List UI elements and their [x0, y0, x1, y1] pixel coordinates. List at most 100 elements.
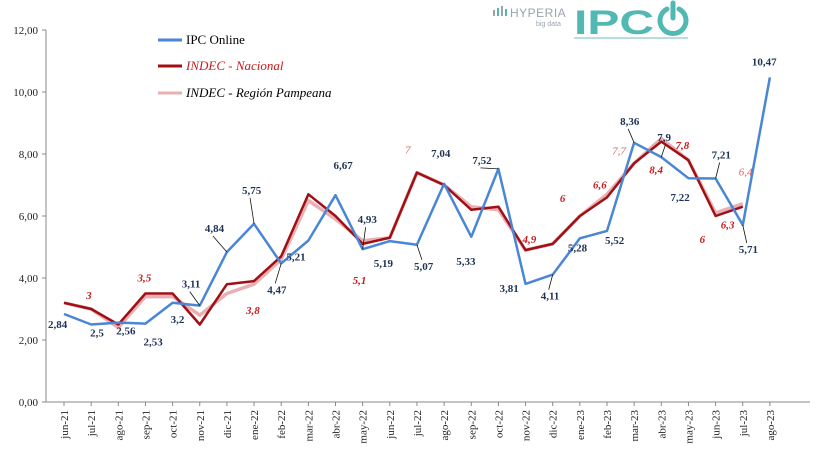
y-tick-label: 0,00 — [19, 397, 39, 409]
x-tick-label: sep-22 — [466, 410, 478, 439]
x-tick-label: ago-22 — [439, 410, 451, 441]
x-tick-label: dic-21 — [222, 410, 234, 438]
y-tick-label: 4,00 — [19, 273, 39, 285]
x-tick-label: mar-22 — [303, 410, 315, 442]
leader-line — [362, 227, 367, 250]
data-label-ipc-online: 5,71 — [739, 244, 758, 256]
series-line-ipc-online — [63, 77, 772, 326]
x-tick-label: feb-23 — [602, 410, 614, 439]
data-label-indec-nacional: 3,8 — [245, 305, 260, 317]
x-tick-label: mar-23 — [629, 410, 641, 442]
leader-line — [212, 235, 228, 253]
y-tick-label: 10,00 — [13, 87, 38, 99]
data-label-ipc-online: 2,84 — [48, 319, 68, 331]
data-label-ipc-online: 5,52 — [605, 235, 625, 247]
x-tick-label: ago-21 — [113, 410, 125, 441]
data-label-ipc-online: 7,9 — [657, 132, 671, 144]
x-tick-label: abr-22 — [331, 410, 343, 439]
leader-line — [742, 224, 748, 244]
data-label-indec-pampeana: 6,4 — [739, 167, 753, 179]
ipco-logo-text: IPC — [574, 4, 654, 42]
x-tick-label: oct-21 — [168, 410, 180, 438]
data-label-ipc-online: 2,5 — [90, 328, 104, 340]
x-tick-label: jun-21 — [59, 410, 71, 440]
data-label-ipc-online: 5,07 — [414, 261, 434, 273]
data-label-ipc-online: 2,56 — [116, 326, 136, 338]
x-tick-label: jul-21 — [86, 410, 98, 437]
data-label-indec-nacional: 3 — [85, 290, 92, 302]
y-tick-label: 8,00 — [19, 149, 39, 161]
leader-line — [416, 244, 423, 260]
data-label-ipc-online: 2,53 — [143, 337, 163, 349]
x-tick-label: may-22 — [358, 410, 370, 444]
data-label-indec-nacional: 4,9 — [522, 234, 537, 246]
data-label-ipc-online: 5,28 — [568, 242, 588, 254]
data-label-ipc-online: 10,47 — [752, 56, 777, 68]
data-label-ipc-online: 4,47 — [267, 284, 287, 296]
x-tick-label: abr-23 — [656, 410, 668, 439]
series-line-indec-pampeana — [63, 136, 744, 330]
x-tick-label: ago-23 — [765, 410, 777, 441]
data-label-ipc-online: 5,19 — [374, 258, 394, 270]
leader-line — [274, 263, 282, 284]
data-label-ipc-online: 5,33 — [456, 256, 476, 268]
data-label-ipc-online: 7,04 — [431, 148, 451, 160]
data-label-ipc-online: 4,11 — [541, 291, 560, 303]
data-label-indec-nacional: 6 — [560, 193, 566, 205]
data-label-indec-nacional: 5,1 — [353, 275, 367, 287]
legend-label-ipc-online: IPC Online — [186, 32, 245, 47]
data-label-ipc-online: 3,11 — [182, 279, 201, 291]
x-tick-label: jul-23 — [738, 410, 750, 438]
legend: IPC Online INDEC - Nacional INDEC - Regi… — [158, 32, 332, 100]
data-label-indec-nacional: 6,6 — [593, 179, 607, 191]
x-tick-label: oct-22 — [493, 410, 505, 438]
x-tick-label: dic-22 — [548, 410, 560, 438]
data-label-ipc-online: 4,84 — [205, 223, 225, 235]
hyperia-bars-icon — [493, 6, 507, 16]
data-label-indec-nacional: 8,4 — [649, 165, 663, 177]
data-label-ipc-online: 5,75 — [242, 185, 262, 197]
leader-line — [249, 197, 255, 224]
y-tick-label: 2,00 — [19, 335, 39, 347]
x-tick-label: jun-22 — [385, 410, 397, 440]
legend-label-indec-pampeana: INDEC - Región Pampeana — [185, 85, 332, 100]
data-label-ipc-online: 3,81 — [500, 283, 519, 295]
data-label-ipc-online: 7,22 — [670, 192, 690, 204]
data-label-ipc-online: 4,93 — [358, 214, 378, 226]
leader-line — [627, 128, 635, 143]
x-tick-label: jun-23 — [711, 410, 723, 440]
data-label-indec-nacional: 6,3 — [721, 220, 735, 232]
data-label-ipc-online: 7,21 — [712, 149, 731, 161]
x-tick-label: ene-23 — [575, 410, 587, 440]
ipco-logo: IPC — [574, 0, 689, 42]
leader-line — [715, 162, 720, 179]
leader-line — [480, 167, 499, 170]
x-tick-label: nov-21 — [195, 410, 207, 441]
x-tick-label: may-23 — [683, 410, 695, 444]
x-tick-label: ene-22 — [249, 410, 261, 440]
leader-line — [189, 291, 201, 306]
data-label-indec-pampeana: 7 — [405, 145, 411, 157]
series-line-indec-nacional — [63, 140, 744, 326]
y-tick-label: 12,00 — [13, 25, 38, 37]
data-label-ipc-online: 8,36 — [620, 116, 640, 128]
legend-label-indec-nacional: INDEC - Nacional — [185, 58, 284, 73]
y-tick-label: 6,00 — [19, 211, 39, 223]
leader-line — [548, 274, 554, 290]
data-label-ipc-online: 7,52 — [472, 155, 492, 167]
power-icon — [657, 0, 689, 37]
x-tick-label: feb-22 — [276, 410, 288, 439]
data-label-ipc-online: 6,67 — [334, 160, 354, 172]
hyperia-logo-subtext: big data — [536, 21, 561, 28]
x-tick-label: sep-21 — [140, 410, 152, 439]
data-label-indec-nacional: 7,8 — [675, 140, 689, 152]
x-tick-label: jul-22 — [412, 410, 424, 437]
leader-line — [660, 144, 666, 158]
data-label-indec-nacional: 3,5 — [136, 273, 151, 285]
x-tick-label: nov-22 — [521, 410, 533, 441]
data-label-ipc-online: 5,21 — [286, 251, 305, 263]
data-label-ipc-online: 3,2 — [171, 314, 185, 326]
data-label-indec-pampeana: 7,7 — [612, 145, 626, 157]
hyperia-logo: HYPERIA big data — [493, 6, 566, 28]
